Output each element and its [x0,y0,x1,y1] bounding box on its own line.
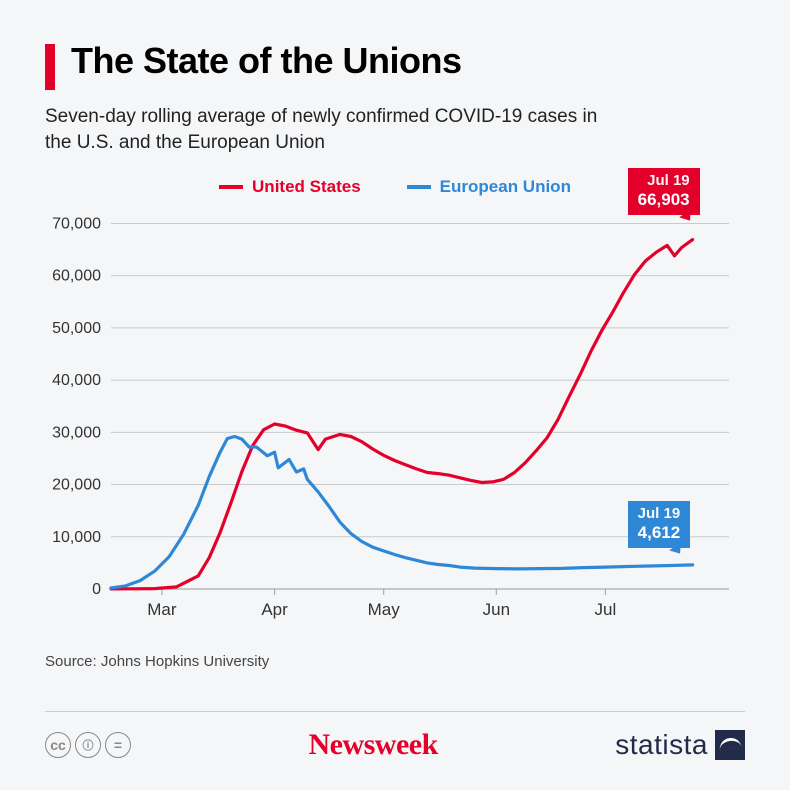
callout-value: 66,903 [638,190,690,209]
legend-swatch [407,185,431,189]
callout-date: Jul 19 [638,173,690,190]
svg-text:70,000: 70,000 [52,216,101,233]
svg-text:50,000: 50,000 [52,320,101,337]
statista-wave-icon [715,730,745,760]
statista-logo: statista [615,729,745,761]
footer: cc ⓘ = Newsweek statista [45,711,745,762]
nd-icon: = [105,732,131,758]
svg-text:10,000: 10,000 [52,529,101,546]
svg-text:Jul: Jul [595,600,617,619]
svg-text:Jun: Jun [483,600,510,619]
svg-text:0: 0 [92,581,101,598]
statista-text: statista [615,729,708,761]
legend-swatch [219,185,243,189]
legend-label: European Union [440,177,571,197]
svg-text:May: May [368,600,401,619]
newsweek-logo: Newsweek [308,728,437,762]
source-text: Source: Johns Hopkins University [45,653,745,670]
line-chart-svg: 0 10,000 20,000 30,000 40,000 50,000 60,000 70,… [45,203,745,623]
callout-value: 4,612 [638,523,681,542]
svg-text:40,000: 40,000 [52,372,101,389]
cc-license-icons: cc ⓘ = [45,732,131,758]
cc-icon: cc [45,732,71,758]
legend-item-eu: European Union [407,177,571,197]
svg-text:20,000: 20,000 [52,477,101,494]
chart-area: 0 10,000 20,000 30,000 40,000 50,000 60,000 70,… [45,203,745,623]
chart-title: The State of the Unions [71,40,462,82]
by-icon: ⓘ [75,732,101,758]
chart-subtitle: Seven-day rolling average of newly confi… [45,104,605,155]
title-accent-bar [45,44,55,90]
svg-text:Apr: Apr [261,600,288,619]
svg-text:30,000: 30,000 [52,425,101,442]
legend-item-us: United States [219,177,361,197]
callout-us: Jul 19 66,903 [628,168,700,215]
callout-date: Jul 19 [638,506,681,523]
legend-label: United States [252,177,361,197]
callout-eu: Jul 19 4,612 [628,501,691,548]
svg-text:Mar: Mar [147,600,177,619]
svg-text:60,000: 60,000 [52,268,101,285]
